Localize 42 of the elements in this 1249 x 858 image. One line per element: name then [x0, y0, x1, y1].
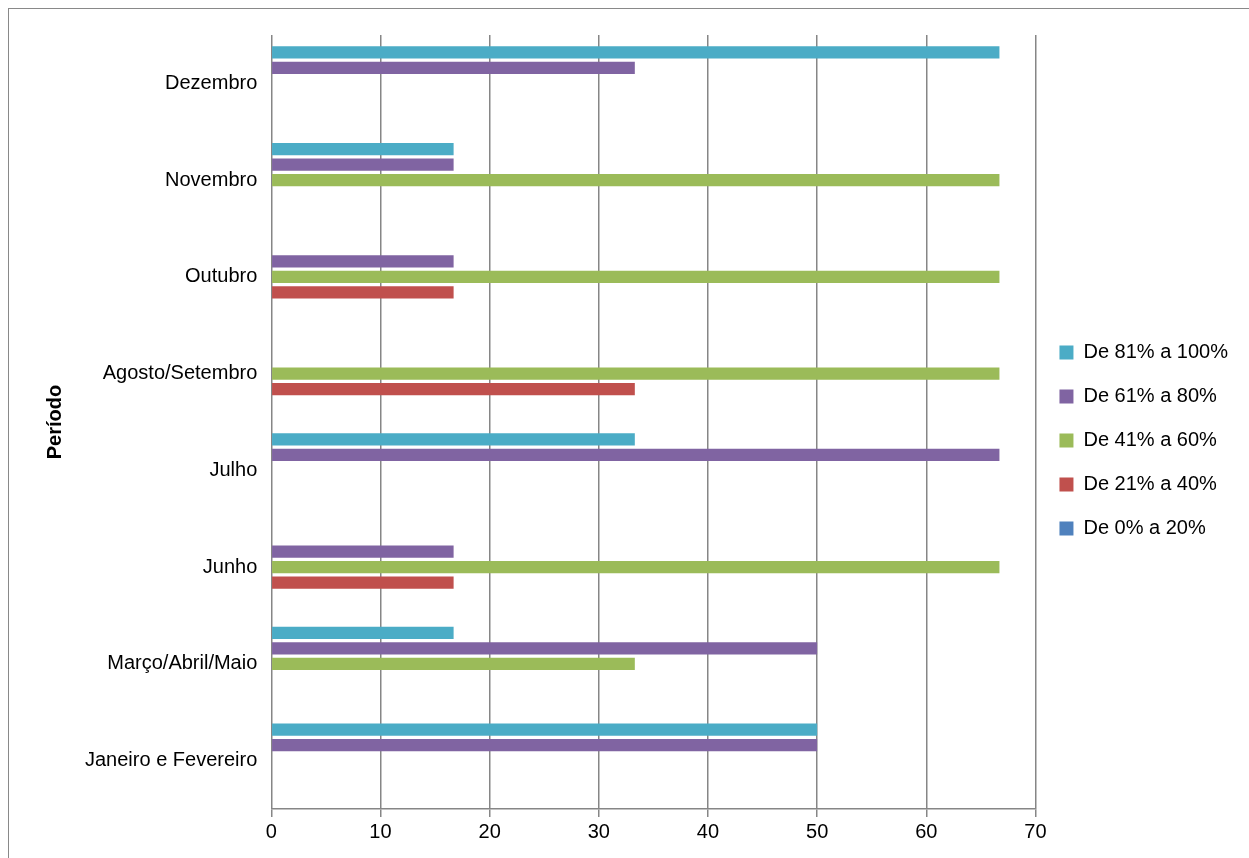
bar — [272, 382, 635, 396]
legend-label: De 81% a 100% — [1083, 340, 1229, 363]
bar — [272, 46, 1000, 59]
legend-label: De 41% a 60% — [1083, 428, 1218, 451]
x-tick-label: 40 — [696, 819, 720, 842]
x-tick-label: 0 — [265, 819, 277, 842]
bar — [272, 158, 454, 171]
x-tick-label: 50 — [806, 819, 829, 842]
y-tick-label: Julho — [209, 457, 258, 480]
bar — [272, 738, 818, 752]
bar — [272, 723, 818, 736]
bar — [272, 657, 635, 671]
x-tick-label: 70 — [1024, 819, 1047, 842]
x-tick-label: 30 — [587, 819, 610, 842]
y-tick-label: Outubro — [185, 264, 258, 287]
legend-label: De 61% a 80% — [1083, 384, 1218, 407]
bar — [272, 576, 454, 589]
bar — [272, 173, 1000, 187]
x-tick-label: 10 — [369, 819, 392, 842]
bar — [272, 448, 1000, 462]
y-tick-label: Março/Abril/Maio — [107, 651, 258, 674]
bar — [272, 270, 1000, 284]
y-tick-label: Novembro — [165, 167, 258, 190]
bar — [272, 367, 1000, 380]
bar — [272, 286, 454, 299]
bar — [272, 626, 454, 640]
bar — [272, 255, 454, 268]
x-tick-label: 20 — [478, 819, 501, 842]
bar — [272, 642, 818, 655]
bar — [272, 560, 1000, 574]
y-tick-label: Junho — [202, 554, 258, 577]
bar — [272, 433, 635, 446]
bar — [272, 545, 454, 558]
y-axis-title: Período — [42, 384, 65, 460]
legend-label: De 21% a 40% — [1083, 472, 1218, 495]
y-tick-label: Dezembro — [165, 70, 258, 93]
y-tick-label: Janeiro e Fevereiro — [84, 748, 258, 771]
legend-label: De 0% a 20% — [1083, 516, 1206, 539]
x-tick-label: 60 — [915, 819, 938, 842]
bar — [272, 61, 635, 75]
y-tick-label: Agosto/Setembro — [102, 361, 258, 384]
bar — [272, 142, 454, 156]
